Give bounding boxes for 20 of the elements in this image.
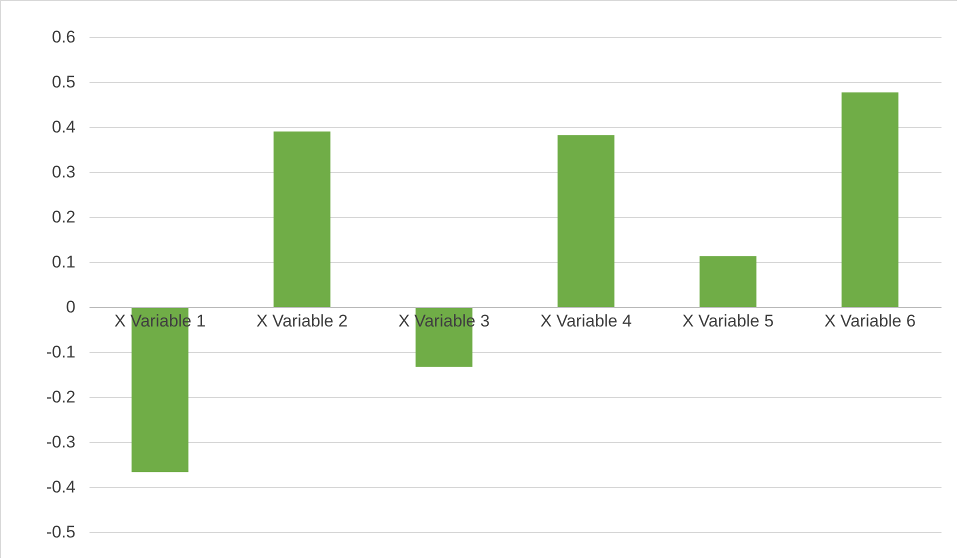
- bar: [558, 135, 614, 307]
- y-tick-label: 0.2: [52, 208, 76, 226]
- bar: [700, 256, 756, 307]
- y-tick-label: -0.5: [46, 522, 76, 542]
- y-tick-label: 0.4: [52, 118, 76, 136]
- y-tick-label: 0.5: [52, 72, 76, 92]
- y-tick-label: 0.3: [52, 162, 76, 182]
- x-tick-label: X Variable 6: [824, 312, 916, 330]
- y-tick-label: 0.1: [52, 252, 76, 272]
- y-tick-label: -0.3: [46, 432, 76, 452]
- bar: [274, 132, 330, 307]
- y-tick-label: -0.2: [46, 388, 76, 406]
- x-tick-label: X Variable 2: [256, 312, 348, 330]
- x-tick-label: X Variable 4: [540, 312, 632, 330]
- y-tick-label: 0.6: [52, 28, 76, 46]
- y-tick-label: -0.4: [46, 478, 76, 496]
- x-tick-label: X Variable 5: [682, 312, 774, 330]
- y-tick-label: -0.1: [46, 342, 76, 362]
- bar: [842, 92, 898, 307]
- y-tick-label: 0: [66, 298, 76, 316]
